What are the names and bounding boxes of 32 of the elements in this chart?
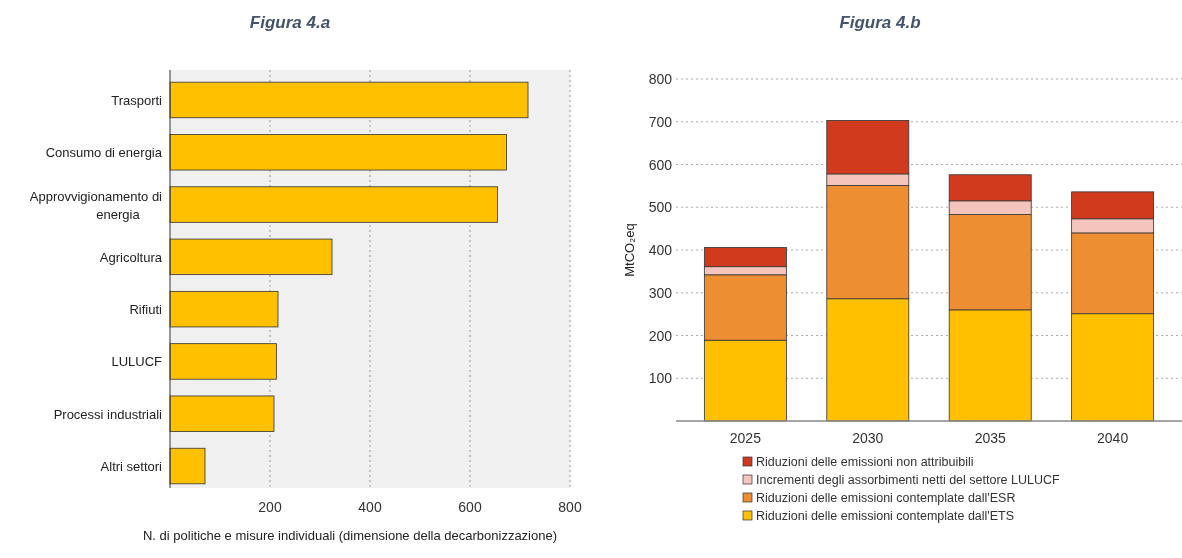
y-tick-label: 700 [648,113,673,130]
y-tick-label: 200 [648,327,673,344]
y-tick-label: LULUCF [111,354,163,370]
y-tick-label: Processi industriali [53,406,163,422]
x-tick-label: 200 [258,499,282,515]
y-tick-label: 500 [648,199,673,216]
x-tick-label: 2040 [1097,430,1129,446]
x-tick-label: 2030 [852,430,884,446]
legend-label: Riduzioni delle emissioni contemplate dall'ESR [756,491,1016,505]
x-axis-title: N. di politiche e misure individuali (dimensione della decarbonizzazione) [142,528,558,543]
y-tick-label: 400 [648,242,673,258]
x-tick-label: 400 [358,499,382,515]
y-tick-label: 100 [648,370,673,387]
y-tick-label: 800 [648,71,673,87]
x-tick-label: 2035 [974,430,1006,446]
x-tick-label: 600 [458,499,482,515]
y-tick-label: 300 [648,284,673,301]
y-tick-label: 600 [648,156,673,173]
legend-label: Riduzioni delle emissioni non attribuibili [756,455,974,469]
y-tick-label: Approvvigionamento di energia [29,188,163,222]
y-tick-label: Altri settori [100,459,163,475]
y-axis-title: MtCO₂eq [622,223,637,277]
legend-label: Riduzioni delle emissioni contemplate dall'ETS [756,509,1015,523]
x-tick-label: 800 [558,499,582,515]
y-tick-label: Trasporti [111,92,163,108]
chart-title: Figura 4.b [839,13,921,32]
y-tick-label: Rifiuti [129,302,163,318]
y-tick-label: Consumo di energia [45,145,163,161]
chart-title: Figura 4.a [249,13,331,32]
legend-label: Incrementi degli assorbimenti netti del settore LULUCF [756,473,1060,487]
x-tick-label: 2025 [729,430,762,446]
y-tick-label: Agricoltura [99,249,163,265]
